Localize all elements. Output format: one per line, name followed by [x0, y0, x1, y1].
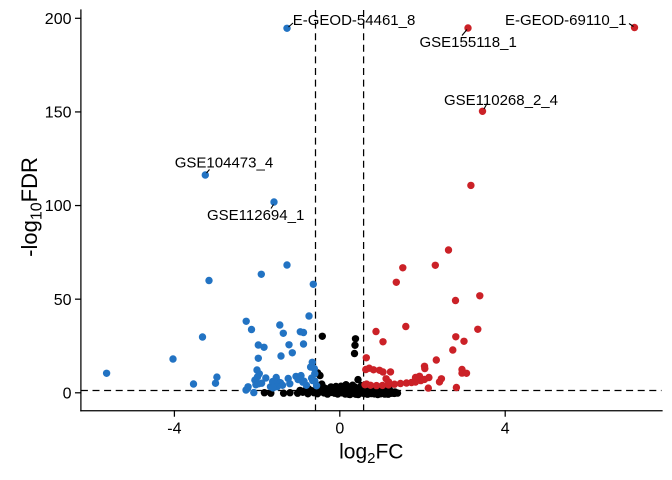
- svg-text:150: 150: [45, 105, 72, 122]
- svg-text:GSE110268_2_4: GSE110268_2_4: [444, 92, 558, 109]
- svg-text:E-GEOD-54461_8: E-GEOD-54461_8: [293, 12, 416, 29]
- svg-text:GSE104473_4: GSE104473_4: [175, 155, 273, 172]
- svg-text:200: 200: [45, 11, 72, 28]
- svg-text:50: 50: [54, 292, 72, 309]
- svg-text:4: 4: [501, 421, 510, 438]
- svg-text:-4: -4: [167, 421, 181, 438]
- svg-text:GSE155118_1: GSE155118_1: [420, 34, 517, 51]
- svg-text:0: 0: [335, 421, 344, 438]
- svg-text:GSE112694_1: GSE112694_1: [207, 207, 304, 224]
- svg-text:100: 100: [45, 198, 72, 215]
- svg-text:E-GEOD-69110_1: E-GEOD-69110_1: [505, 12, 626, 29]
- svg-text:log2FC: log2FC: [339, 441, 403, 468]
- svg-text:0: 0: [63, 385, 72, 402]
